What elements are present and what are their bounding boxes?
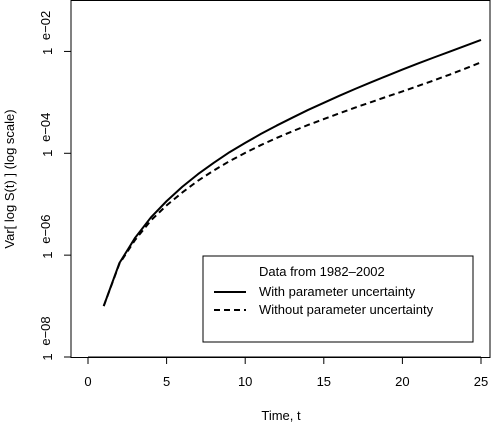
x-axis: 0 5 10 15 20 25 [84, 356, 488, 389]
legend-label-without-uncertainty: Without parameter uncertainty [259, 302, 434, 317]
y-tick-label-mantissa: 1 [40, 252, 55, 259]
x-tick-label: 5 [163, 374, 170, 389]
y-tick-label-mantissa: 1 [40, 48, 55, 55]
y-tick-label-exponent: e−02 [38, 11, 53, 40]
series-line-without-uncertainty [102, 61, 482, 307]
x-axis-label: Time, t [261, 408, 301, 423]
x-tick-label: 10 [238, 374, 252, 389]
y-tick-label-mantissa: 1 [40, 150, 55, 157]
x-tick-label: 25 [474, 374, 488, 389]
series-line-with-uncertainty [102, 39, 482, 307]
x-tick-label: 20 [395, 374, 409, 389]
x-tick-label: 0 [84, 374, 91, 389]
y-tick-label-exponent: e−08 [38, 316, 53, 345]
series-layer [102, 39, 482, 307]
x-tick-label: 15 [317, 374, 331, 389]
y-tick-label-mantissa: 1 [40, 353, 55, 360]
legend-label-with-uncertainty: With parameter uncertainty [259, 284, 416, 299]
y-axis-label: Var[ log S(t) ] (log scale) [2, 109, 17, 248]
legend-title: Data from 1982–2002 [259, 264, 385, 279]
legend: Data from 1982–2002 With parameter uncer… [202, 255, 474, 343]
y-tick-label-exponent: e−04 [38, 113, 53, 142]
legend-box [202, 255, 474, 343]
y-tick-label-exponent: e−06 [38, 214, 53, 243]
y-axis: 1 e−08 1 e−06 1 e−04 1 e−02 [38, 11, 72, 361]
